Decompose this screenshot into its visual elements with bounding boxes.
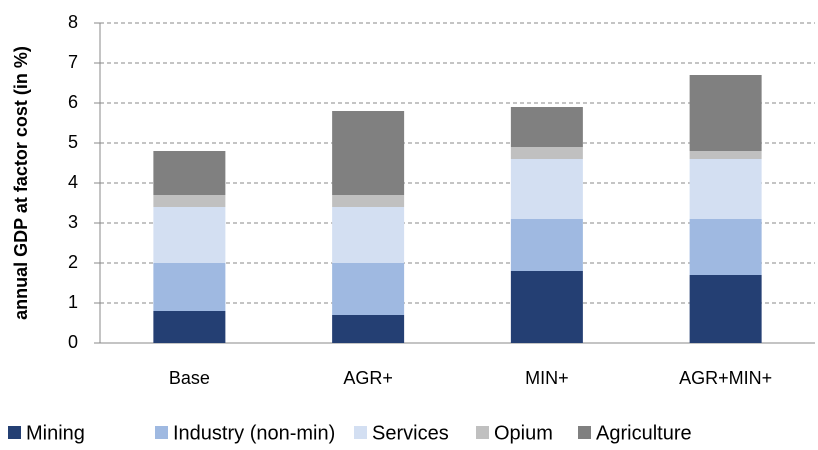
bar-segment [332,315,405,343]
bar-segment [153,195,226,207]
legend-label: Services [372,422,449,444]
legend-swatch [155,426,168,439]
bar-segment [510,107,583,147]
bar-segment [332,207,405,263]
bar-segment [153,263,226,311]
legend-label: Mining [26,422,85,444]
y-tick-label: 7 [68,52,78,72]
legend-swatch [578,426,591,439]
bar-segment [153,207,226,263]
bar-segment [689,75,762,151]
x-tick-label: Base [169,368,210,388]
y-tick-label: 1 [68,292,78,312]
y-tick-label: 8 [68,12,78,32]
x-tick-label: AGR+MIN+ [679,368,772,388]
y-tick-label: 5 [68,132,78,152]
bar-segment [689,151,762,159]
legend-label: Industry (non-min) [173,422,335,444]
x-tick-label: AGR+ [343,368,393,388]
bar-segment [510,219,583,271]
y-axis-label: annual GDP at factor cost (in %) [11,46,31,320]
y-tick-label: 6 [68,92,78,112]
bar-segment [332,111,405,195]
legend-label: Agriculture [596,422,692,444]
bar-segment [510,159,583,219]
bar-segment [689,219,762,275]
bar-segment [153,311,226,343]
y-tick-label: 0 [68,332,78,352]
bar-segment [689,159,762,219]
legend-swatch [354,426,367,439]
legend-swatch [8,426,21,439]
legend-swatch [476,426,489,439]
bar-segment [689,275,762,343]
bar-segment [510,147,583,159]
y-tick-label: 2 [68,252,78,272]
bar-segment [510,271,583,343]
bar-segment [332,195,405,207]
y-tick-label: 4 [68,172,78,192]
bar-segment [332,263,405,315]
bar-segment [153,151,226,195]
x-tick-label: MIN+ [525,368,569,388]
legend-label: Opium [494,422,553,444]
y-tick-label: 3 [68,212,78,232]
